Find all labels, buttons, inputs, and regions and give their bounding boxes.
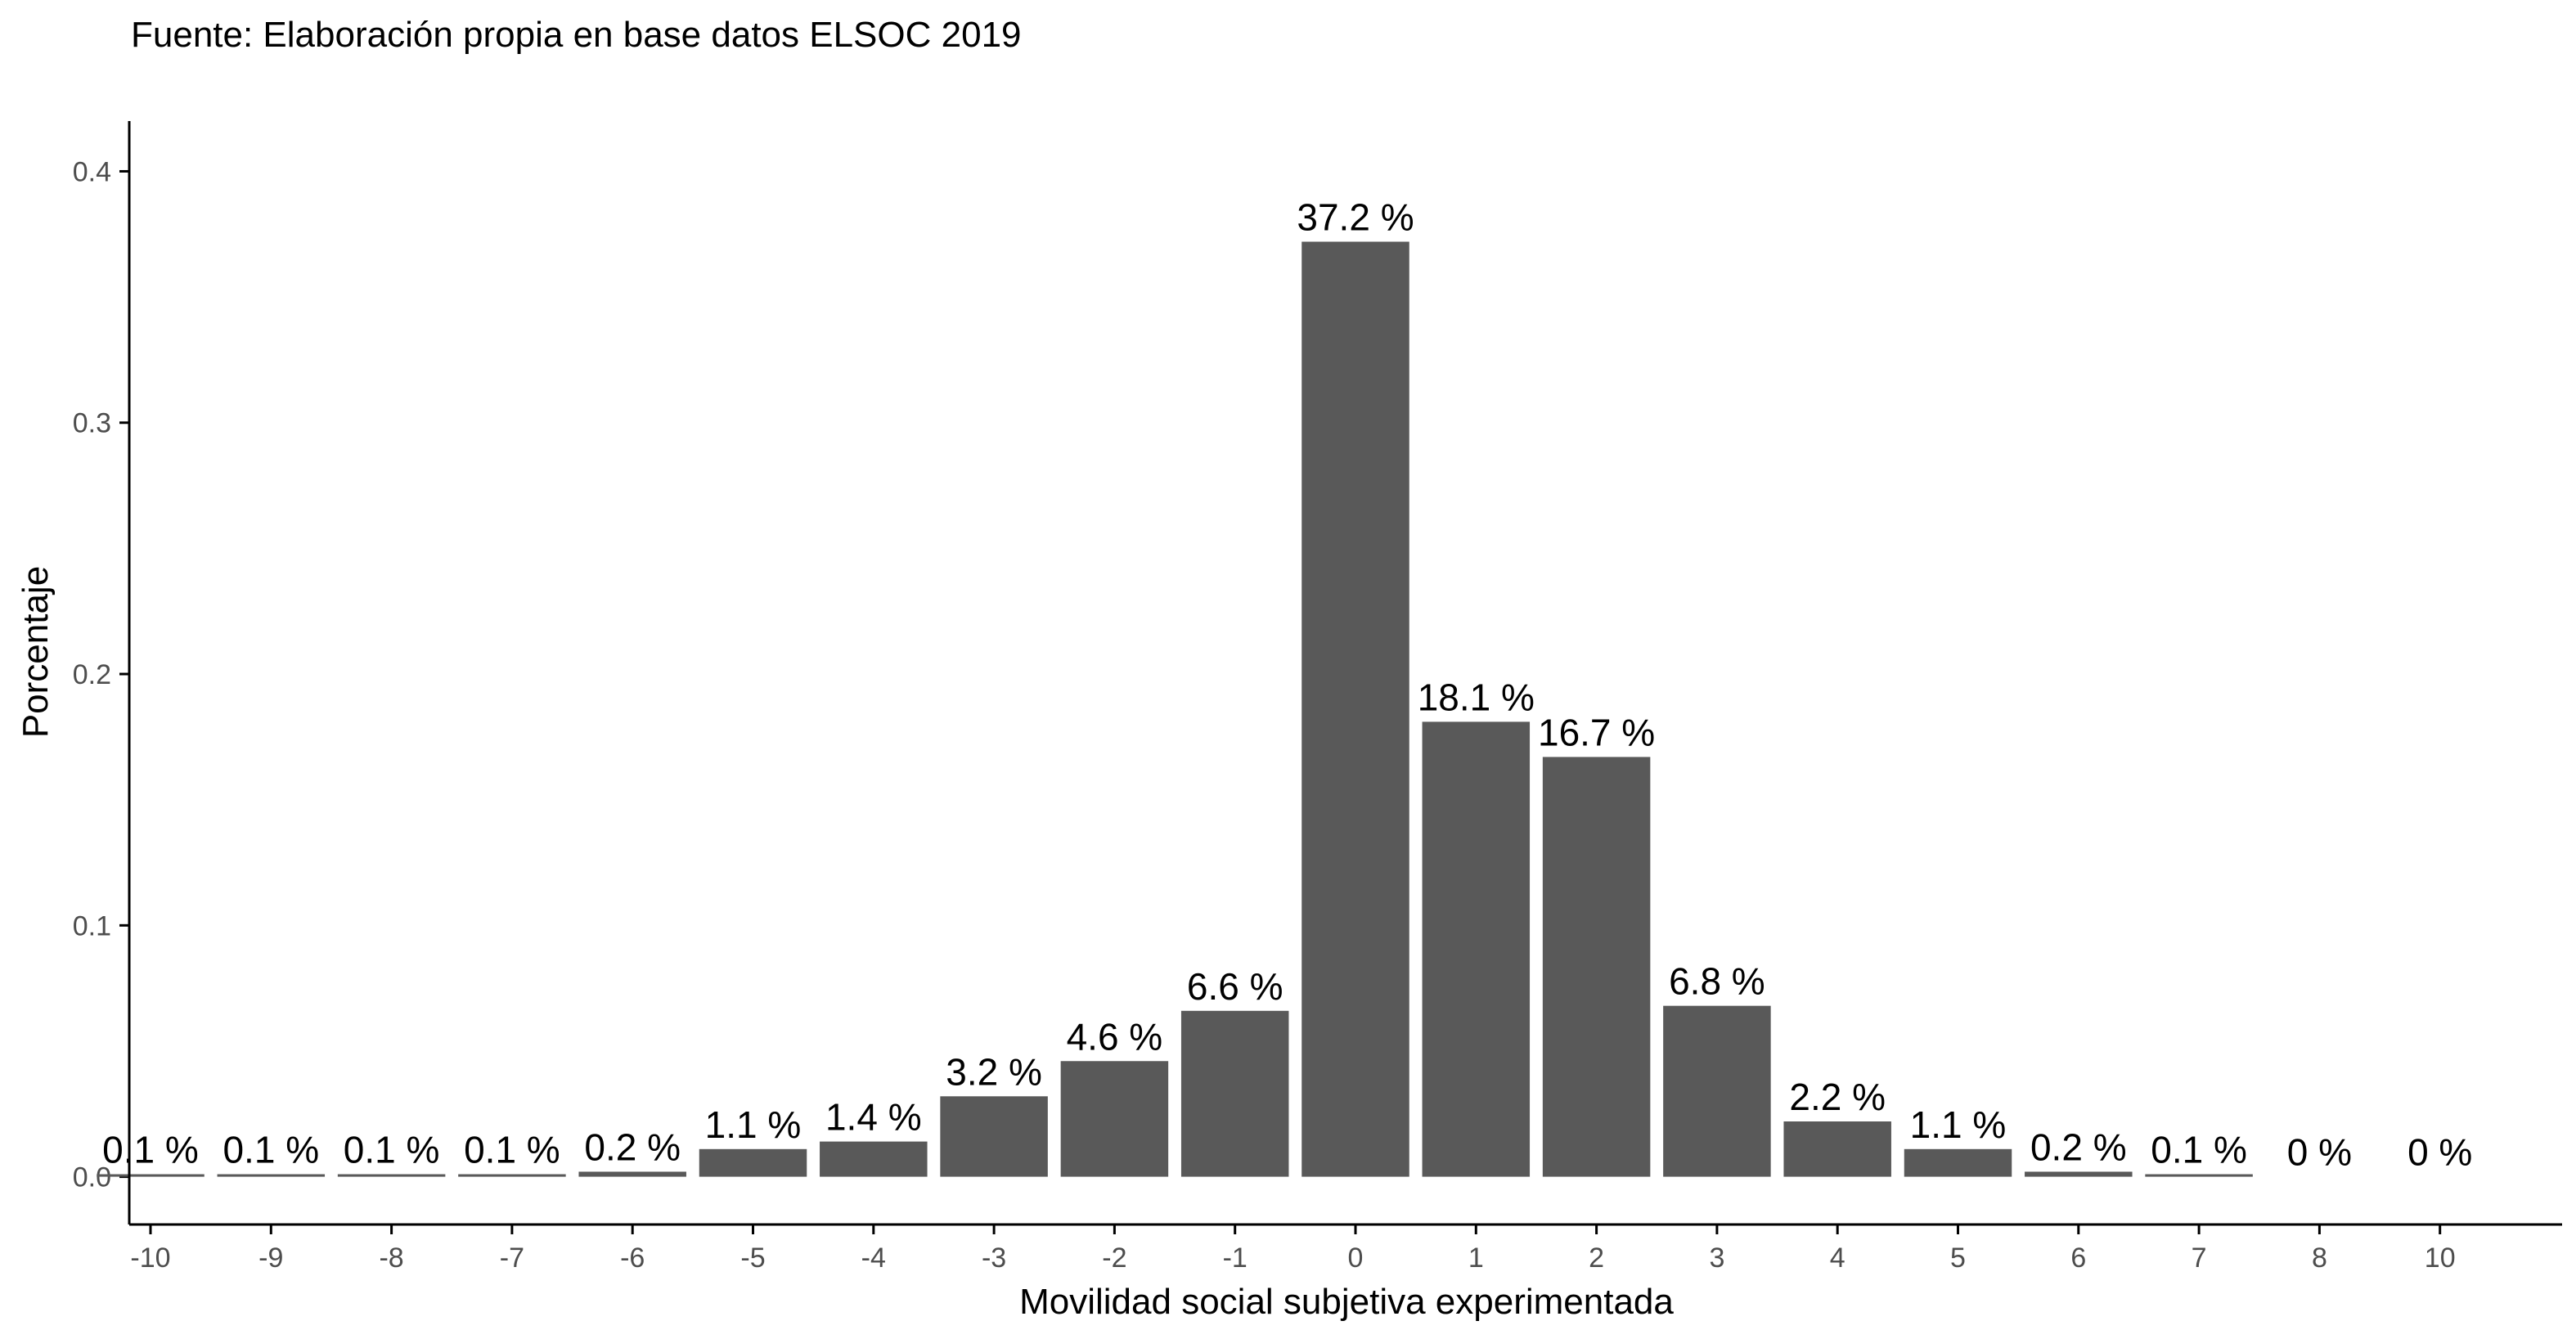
y-tick-label: 0.2 [73,659,111,690]
x-tick-label: -9 [258,1242,283,1274]
bar--8 [337,1174,446,1177]
data-label-2: 16.7 % [1538,711,1655,753]
x-tick-label: -8 [379,1242,403,1274]
bar--1 [1180,1010,1289,1177]
data-label--1: 6.6 % [1187,965,1284,1008]
bar--4 [820,1141,928,1177]
data-label--4: 1.4 % [825,1096,922,1139]
x-tick-label: 0 [1348,1242,1364,1274]
bar-6 [2025,1171,2133,1177]
x-tick-label: 1 [1468,1242,1484,1274]
bar--9 [217,1174,326,1177]
bar--5 [699,1148,807,1177]
data-label--8: 0.1 % [344,1129,440,1171]
x-tick-label: -1 [1223,1242,1248,1274]
data-label-1: 18.1 % [1418,676,1535,718]
y-tick-label: 0.4 [73,156,111,187]
y-tick-label: 0.1 [73,910,111,941]
data-label-8: 0 % [2287,1131,2352,1174]
x-axis-title: Movilidad social subjetiva experimentada [1019,1282,1674,1322]
data-label-7: 0.1 % [2151,1129,2247,1171]
x-tick-label: -10 [130,1242,170,1274]
bars [97,241,2253,1177]
y-axis-ticks: 0.0 0.1 0.2 0.3 0.4 [73,156,129,1193]
x-tick-label: 2 [1589,1242,1604,1274]
data-label--6: 0.2 % [584,1126,681,1168]
bar--6 [578,1171,686,1177]
bar-4 [1783,1121,1891,1177]
x-tick-label: 3 [1709,1242,1724,1274]
x-tick-label: -6 [620,1242,645,1274]
data-label--10: 0.1 % [102,1129,199,1171]
bar--7 [458,1174,566,1177]
y-tick-label: 0.0 [73,1162,111,1193]
data-label--3: 3.2 % [946,1050,1042,1093]
bar-3 [1663,1005,1771,1177]
y-axis-title: Porcentaje [16,566,56,738]
bar-0 [1301,241,1409,1177]
x-tick-label: 5 [1950,1242,1966,1274]
x-tick-label: 10 [2425,1242,2456,1274]
x-axis-ticks: -10 -9 -8 -7 -6 -5 -4 -3 -2 -1 0 1 2 3 4 5 6 7 8 10 [130,1224,2456,1274]
data-label--5: 1.1 % [705,1103,802,1146]
data-label-6: 0.2 % [2030,1126,2127,1168]
data-label-5: 1.1 % [1910,1103,2007,1146]
x-tick-label: -3 [982,1242,1006,1274]
data-label-3: 6.8 % [1669,960,1765,1003]
data-label--7: 0.1 % [464,1129,560,1171]
bar--2 [1060,1061,1169,1177]
bar--10 [97,1174,205,1177]
bar-5 [1904,1148,2012,1177]
bar--3 [940,1096,1048,1177]
bar-1 [1422,721,1531,1177]
x-tick-label: 6 [2070,1242,2086,1274]
bar-2 [1542,757,1651,1177]
bar-7 [2145,1174,2253,1177]
data-label-10: 0 % [2407,1131,2472,1174]
x-tick-label: -5 [740,1242,765,1274]
x-tick-label: -4 [861,1242,886,1274]
x-tick-label: 7 [2192,1242,2207,1274]
y-tick-label: 0.3 [73,408,111,439]
data-label--9: 0.1 % [223,1129,319,1171]
data-labels: 0.1 % 0.1 % 0.1 % 0.1 % 0.2 % 1.1 % 1.4 % 3.2 %… [102,195,2472,1173]
x-tick-label: 8 [2312,1242,2327,1274]
data-label-4: 2.2 % [1789,1076,1886,1118]
x-tick-label: 4 [1830,1242,1845,1274]
data-label--2: 4.6 % [1067,1015,1163,1058]
chart-subtitle: Fuente: Elaboración propia en base datos… [131,15,1022,55]
data-label-0: 37.2 % [1297,195,1414,238]
x-tick-label: -7 [500,1242,524,1274]
x-tick-label: -2 [1102,1242,1126,1274]
